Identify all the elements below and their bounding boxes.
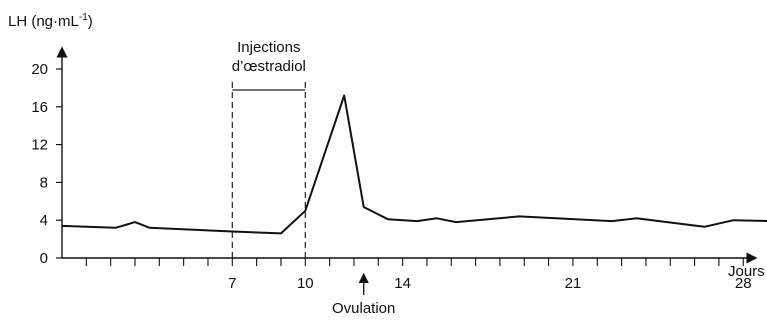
y-tick-label: 4: [40, 212, 48, 229]
x-tick-label: 10: [297, 275, 314, 292]
y-tick-label: 16: [31, 99, 48, 116]
x-axis-label: Jours: [728, 263, 765, 280]
y-tick-label: 12: [31, 137, 48, 154]
x-tick-label: 21: [565, 275, 582, 292]
x-tick-label: 28: [735, 275, 752, 292]
y-tick-label: 20: [31, 61, 48, 78]
lh-series-line: [61, 94, 767, 235]
ovulation-label: Ovulation: [332, 300, 395, 317]
y-tick-label: 8: [40, 174, 48, 191]
injection-label-line1: Injections: [237, 39, 300, 56]
x-tick-label: 7: [228, 275, 236, 292]
y-axis-label: LH (ng·mL-1): [8, 12, 93, 30]
x-tick-label: 14: [394, 275, 411, 292]
y-tick-label: 0: [40, 250, 48, 267]
injection-label-line2: d’œstradiol: [232, 58, 306, 75]
